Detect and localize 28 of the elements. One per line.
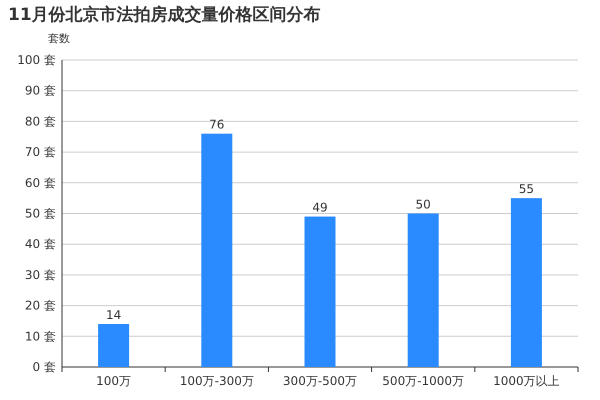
data-label: 55 bbox=[518, 182, 534, 196]
bar bbox=[408, 214, 439, 367]
x-tick-label: 100万-300万 bbox=[180, 374, 254, 388]
bar bbox=[201, 134, 232, 367]
y-tick-label: 40 套 bbox=[24, 237, 56, 252]
y-axis-title: 套数 bbox=[48, 32, 70, 45]
y-tick-label: 10 套 bbox=[24, 329, 56, 344]
y-tick-label: 60 套 bbox=[24, 176, 56, 190]
y-tick-label: 80 套 bbox=[24, 114, 56, 128]
data-label: 50 bbox=[416, 198, 431, 212]
data-label: 49 bbox=[312, 200, 328, 215]
bar bbox=[304, 216, 336, 367]
bar bbox=[98, 324, 130, 367]
y-tick-label: 90 套 bbox=[24, 84, 56, 98]
y-tick-label: 100 套 bbox=[17, 53, 56, 67]
y-tick-label: 50 套 bbox=[24, 206, 56, 220]
bar bbox=[510, 198, 542, 367]
data-label: 14 bbox=[106, 308, 122, 322]
x-tick-label: 1000万以上 bbox=[493, 374, 560, 388]
data-label: 76 bbox=[209, 118, 224, 132]
y-tick-label: 20 套 bbox=[24, 298, 56, 313]
y-tick-label: 0 套 bbox=[32, 360, 56, 374]
y-tick-label: 30 套 bbox=[24, 268, 56, 282]
y-tick-label: 70 套 bbox=[24, 145, 56, 160]
x-tick-label: 500万-1000万 bbox=[382, 374, 464, 388]
x-tick-label: 300万-500万 bbox=[282, 374, 358, 388]
chart-title: 11月份北京市法拍房成交量价格区间分布 bbox=[8, 5, 321, 25]
x-tick-label: 100万 bbox=[96, 374, 132, 388]
